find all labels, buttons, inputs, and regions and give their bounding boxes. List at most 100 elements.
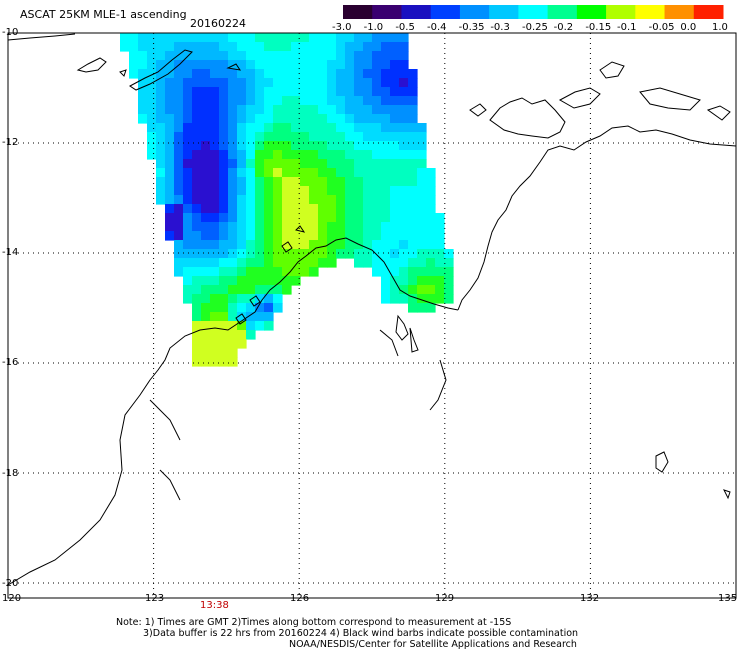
- wind-cell: [417, 141, 427, 151]
- wind-cell: [201, 78, 211, 88]
- wind-cell: [246, 276, 256, 286]
- colorbar-swatch: [664, 5, 695, 19]
- wind-cell: [291, 42, 301, 52]
- wind-cell: [273, 267, 283, 277]
- wind-cell: [201, 276, 211, 286]
- wind-cell: [183, 42, 193, 52]
- wind-cell: [246, 213, 256, 223]
- wind-cell: [228, 159, 238, 169]
- wind-cell: [147, 141, 157, 151]
- colorbar-swatch: [576, 5, 607, 19]
- wind-cell: [408, 294, 418, 304]
- wind-cell: [210, 114, 220, 124]
- wind-cell: [318, 204, 328, 214]
- wind-cell: [318, 249, 328, 259]
- wind-cell: [282, 150, 292, 160]
- wind-cell: [273, 87, 283, 97]
- wind-cell: [201, 105, 211, 115]
- wind-cell: [300, 249, 310, 259]
- wind-cell: [363, 222, 373, 232]
- wind-cell: [219, 123, 229, 133]
- colorbar-swatch: [430, 5, 461, 19]
- wind-cell: [363, 42, 373, 52]
- wind-cell: [309, 141, 319, 151]
- lat-label-20: -20: [2, 578, 19, 589]
- wind-cell: [183, 33, 193, 43]
- wind-cell: [345, 33, 355, 43]
- wind-cell: [210, 258, 220, 268]
- wind-cell: [246, 60, 256, 70]
- wind-cell: [372, 114, 382, 124]
- wind-cell: [408, 150, 418, 160]
- wind-cell: [264, 42, 274, 52]
- wind-cell: [210, 87, 220, 97]
- wind-cell: [201, 258, 211, 268]
- wind-cell: [201, 69, 211, 79]
- wind-cell: [282, 78, 292, 88]
- wind-cell: [183, 213, 193, 223]
- wind-cell: [354, 132, 364, 142]
- wind-cell: [192, 159, 202, 169]
- wind-cell: [174, 33, 184, 43]
- wind-cell: [156, 33, 166, 43]
- wind-cell: [372, 231, 382, 241]
- wind-cell: [354, 60, 364, 70]
- wind-cell: [147, 123, 157, 133]
- wind-cell: [219, 105, 229, 115]
- wind-cell: [336, 51, 346, 61]
- wind-cell: [228, 267, 238, 277]
- colorbar-swatch: [693, 5, 724, 19]
- wind-cell: [228, 303, 238, 313]
- colorbar-tick-label: -0.4: [427, 22, 447, 33]
- wind-cell: [228, 339, 238, 349]
- wind-cell: [309, 168, 319, 178]
- wind-cell: [363, 87, 373, 97]
- wind-cell: [246, 231, 256, 241]
- wind-cell: [426, 213, 436, 223]
- wind-cell: [363, 114, 373, 124]
- wind-cell: [183, 78, 193, 88]
- wind-cell: [309, 258, 319, 268]
- wind-cell: [282, 60, 292, 70]
- wind-cell: [228, 78, 238, 88]
- wind-cell: [318, 159, 328, 169]
- wind-cell: [201, 312, 211, 322]
- wind-cell: [417, 186, 427, 196]
- wind-cell: [336, 78, 346, 88]
- wind-cell: [381, 258, 391, 268]
- wind-cell: [426, 258, 436, 268]
- wind-cell: [255, 42, 265, 52]
- wind-cell: [192, 60, 202, 70]
- wind-cell: [345, 87, 355, 97]
- wind-cell: [399, 159, 409, 169]
- wind-cell: [210, 213, 220, 223]
- wind-cell: [390, 213, 400, 223]
- wind-cell: [255, 231, 265, 241]
- wind-cell: [345, 159, 355, 169]
- wind-cell: [381, 105, 391, 115]
- wind-cell: [309, 42, 319, 52]
- wind-cell: [372, 195, 382, 205]
- wind-cell: [408, 177, 418, 187]
- wind-cell: [363, 69, 373, 79]
- wind-cell: [138, 78, 148, 88]
- wind-cell: [219, 357, 229, 367]
- wind-cell: [300, 51, 310, 61]
- wind-cell: [192, 213, 202, 223]
- wind-cell: [237, 312, 247, 322]
- wind-cell: [156, 141, 166, 151]
- colorbar-swatch: [401, 5, 432, 19]
- wind-cell: [174, 87, 184, 97]
- wind-cell: [228, 222, 238, 232]
- wind-cell: [291, 240, 301, 250]
- wind-cell: [228, 186, 238, 196]
- wind-cell: [318, 51, 328, 61]
- wind-cell: [237, 303, 247, 313]
- colorbar-swatch: [489, 5, 519, 19]
- wind-cell: [336, 33, 346, 43]
- wind-cell: [237, 294, 247, 304]
- wind-cell: [246, 87, 256, 97]
- wind-cell: [408, 240, 418, 250]
- wind-cell: [318, 186, 328, 196]
- wind-cell: [309, 51, 319, 61]
